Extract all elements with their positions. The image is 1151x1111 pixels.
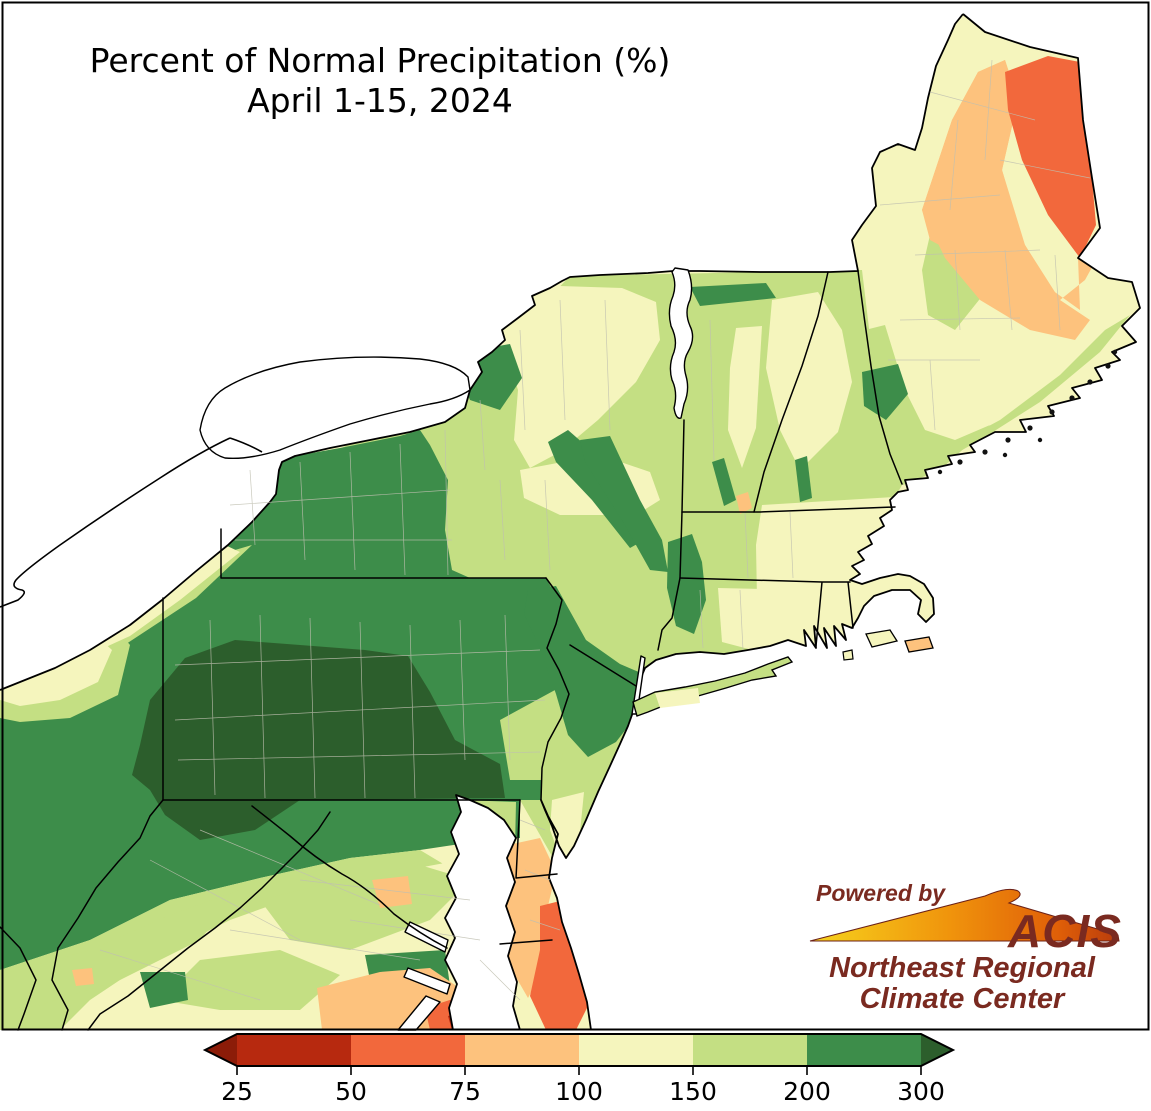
coastline <box>0 13 1141 1031</box>
colorbar-tick-label: 150 <box>669 1077 717 1106</box>
org-name-line2: Climate Center <box>860 983 1066 1015</box>
colorbar-over-arrow <box>921 1034 953 1066</box>
maine-coast-islands <box>937 349 1118 475</box>
org-name-line1: Northeast Regional <box>829 952 1096 984</box>
block-island <box>842 649 854 661</box>
colorbar-tick-label: 300 <box>897 1077 945 1106</box>
colorbar-tick-label: 200 <box>783 1077 831 1106</box>
map-subtitle: April 1-15, 2024 <box>247 81 513 120</box>
state-borders <box>0 270 903 1031</box>
colorbar-tick-label: 50 <box>335 1077 367 1106</box>
colorbar-tick-label: 100 <box>555 1077 603 1106</box>
rappahannock-river <box>403 967 451 995</box>
map-title: Percent of Normal Precipitation (%) <box>90 41 671 80</box>
lake-ontario <box>199 356 471 460</box>
colorbar-under-arrow <box>205 1034 237 1066</box>
lake-erie <box>0 437 263 608</box>
colorbar-ticks <box>236 1066 922 1075</box>
marthas-vineyard <box>865 629 899 648</box>
acis-swoosh-icon <box>809 888 1120 942</box>
nantucket <box>904 636 934 653</box>
county-lines <box>99 59 1091 1001</box>
acis-brand: ACIS <box>1007 905 1122 957</box>
region-northeast-light-green <box>140 270 905 870</box>
long-island-pale-patch <box>655 688 700 708</box>
colorbar-tick-label: 25 <box>221 1077 253 1106</box>
acis-logo: Powered by ACIS Northeast Regional Clima… <box>809 880 1122 1015</box>
map-frame <box>1 1 1150 1031</box>
powered-by-label: Powered by <box>816 880 946 906</box>
lake-champlain <box>668 267 694 419</box>
colorbar: 25 50 75 100 150 200 300 <box>202 1033 956 1106</box>
colorbar-tick-label: 75 <box>449 1077 481 1106</box>
region-ne-maine-red <box>1005 56 1096 258</box>
